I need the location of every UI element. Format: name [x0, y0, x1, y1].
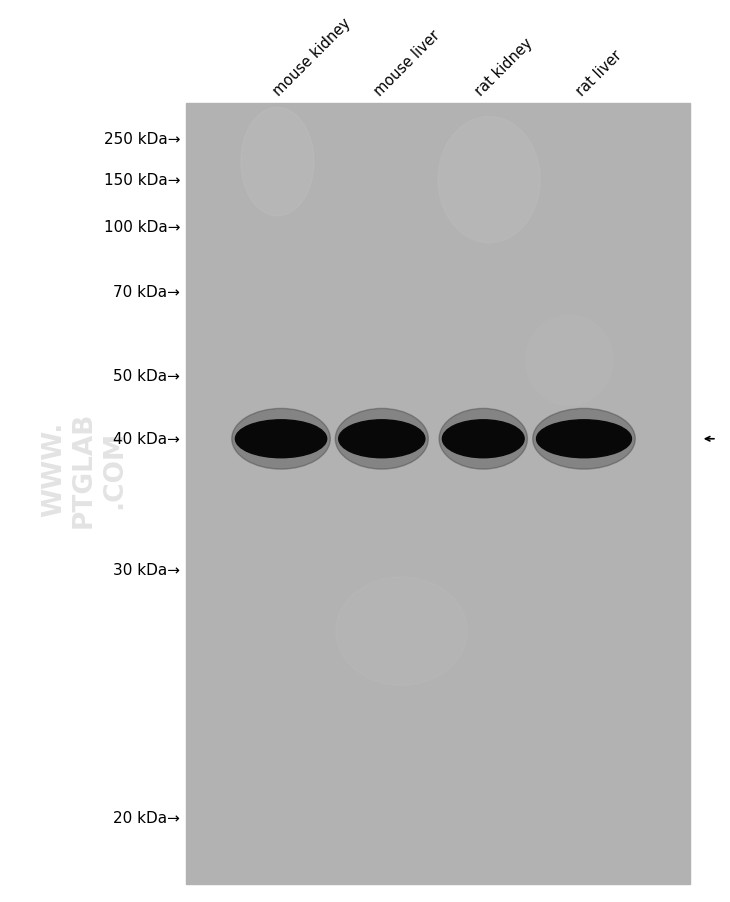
Ellipse shape: [442, 420, 524, 458]
Bar: [0, 0, 186, 902]
Text: rat liver: rat liver: [573, 48, 625, 99]
Text: mouse kidney: mouse kidney: [270, 16, 354, 99]
Text: 30 kDa→: 30 kDa→: [113, 563, 180, 577]
Text: WWW.
PTGLAB
.COM: WWW. PTGLAB .COM: [41, 411, 127, 527]
Text: 150 kDa→: 150 kDa→: [104, 173, 180, 188]
Ellipse shape: [336, 577, 467, 686]
Text: 40 kDa→: 40 kDa→: [113, 432, 180, 446]
Ellipse shape: [526, 316, 613, 406]
Ellipse shape: [439, 409, 527, 470]
Ellipse shape: [335, 409, 429, 470]
Ellipse shape: [339, 420, 425, 458]
Ellipse shape: [438, 117, 540, 244]
Ellipse shape: [241, 108, 314, 216]
Text: 20 kDa→: 20 kDa→: [113, 810, 180, 824]
Ellipse shape: [533, 409, 635, 470]
Ellipse shape: [537, 420, 631, 458]
Text: mouse liver: mouse liver: [371, 28, 442, 99]
Text: 50 kDa→: 50 kDa→: [113, 369, 180, 383]
Bar: [186, 104, 690, 884]
Ellipse shape: [232, 409, 331, 470]
Text: 70 kDa→: 70 kDa→: [113, 285, 180, 299]
Text: 100 kDa→: 100 kDa→: [104, 220, 180, 235]
Text: rat kidney: rat kidney: [472, 36, 536, 99]
Text: 250 kDa→: 250 kDa→: [104, 133, 180, 147]
Ellipse shape: [235, 420, 327, 458]
